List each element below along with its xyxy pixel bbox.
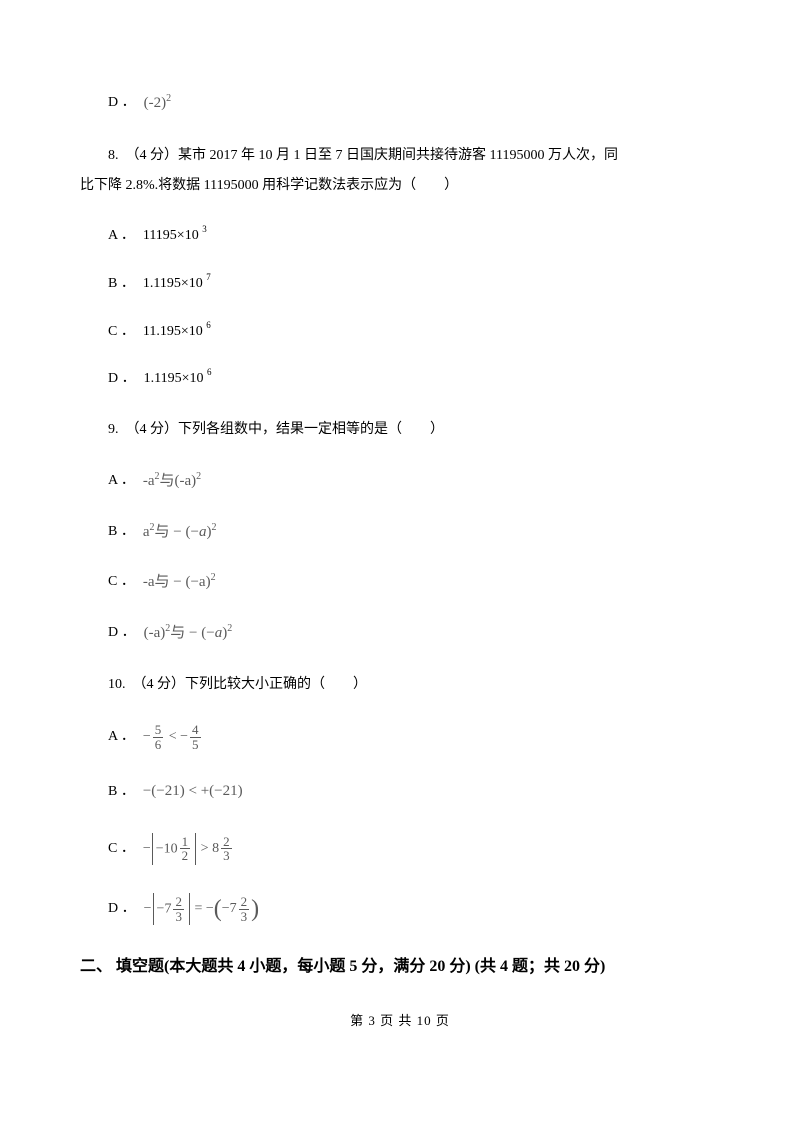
q-number: 9. [108,422,119,437]
question-8: 8. （4 分）某市 2017 年 10 月 1 日至 7 日国庆期间共接待游客… [80,141,720,203]
option-label: D ． [108,91,136,115]
math-expr: −−1012 > 823 [143,833,234,865]
q-points: （4 分） [126,148,179,163]
option-label: C ． [108,570,135,594]
option-label: D ． [108,621,136,645]
denominator: 6 [153,738,164,752]
section-2-heading: 二、 填空题(本大题共 4 小题，每小题 5 分，满分 20 分) (共 4 题… [80,953,720,980]
numerator: 2 [221,835,232,850]
q8-option-a: A ． 11195×10 3 [80,224,720,248]
q10-option-d: D ． −−723 = −(−723) [80,893,720,925]
q-number: 10. [108,677,126,692]
question-text: 9. （4 分）下列各组数中，结果一定相等的是（ ） [80,415,720,446]
question-text: 8. （4 分）某市 2017 年 10 月 1 日至 7 日国庆期间共接待游客… [80,141,720,172]
numerator: 1 [180,835,191,850]
math-expr: -a与 − (−a)2 [143,569,216,596]
section-label: 二、 [80,958,112,975]
question-9: 9. （4 分）下列各组数中，结果一定相等的是（ ） [80,415,720,446]
q-body: 下列比较大小正确的（ ） [185,677,367,692]
option-label: B ． [108,272,135,296]
exponent: 6 [206,320,211,330]
question-text-2: 比下降 2.8%.将数据 11195000 用科学记数法表示应为（ ） [80,171,720,202]
exponent: 7 [206,272,211,282]
option-label: D ． [108,897,136,921]
numerator: 5 [153,723,164,738]
option-label: D ． [108,367,136,391]
option-body: 1.1195×10 [143,276,203,291]
q-points: （4 分） [126,422,179,437]
option-text: 11195×10 3 [143,224,207,248]
q-body-1: 某市 2017 年 10 月 1 日至 7 日国庆期间共接待游客 1119500… [178,148,618,163]
q-points: （4 分） [133,677,186,692]
section-text: 填空题(本大题共 4 小题，每小题 5 分，满分 20 分) (共 4 题；共 … [116,958,605,975]
numerator: 4 [190,723,201,738]
denominator: 3 [173,910,184,924]
page-content: D ． (-2)2 8. （4 分）某市 2017 年 10 月 1 日至 7 … [0,0,800,1063]
option-label: C ． [108,320,135,344]
option-label: A ． [108,224,135,248]
option-label: B ． [108,780,135,804]
question-text: 10. （4 分）下列比较大小正确的（ ） [80,670,720,701]
whole: 8 [212,837,219,861]
numerator: 2 [173,895,184,910]
option-body: 1.1195×10 [144,371,204,386]
q-body: 下列各组数中，结果一定相等的是（ ） [178,422,444,437]
option-body: 11.195×10 [143,324,203,339]
q-number: 8. [108,148,119,163]
option-label: A ． [108,725,135,749]
denominator: 3 [239,910,250,924]
option-text: 1.1195×10 6 [144,367,212,391]
question-10: 10. （4 分）下列比较大小正确的（ ） [80,670,720,701]
math-expr: −(−21) < +(−21) [143,779,243,805]
option-label: B ． [108,520,135,544]
math-expr: (-a)2与 − (−a)2 [144,620,233,647]
q9-option-c: C ． -a与 − (−a)2 [80,569,720,596]
q8-option-c: C ． 11.195×10 6 [80,320,720,344]
math-expr: -a2与(-a)2 [143,468,201,495]
math-expr: −−723 = −(−723) [144,893,260,925]
q7-option-d: D ． (-2)2 [80,90,720,117]
page-footer: 第 3 页 共 10 页 [80,1010,720,1032]
denominator: 5 [190,738,201,752]
denominator: 2 [180,849,191,863]
exponent: 3 [202,224,207,234]
math-expr: (-2)2 [144,90,172,117]
q10-option-b: B ． −(−21) < +(−21) [80,779,720,805]
numerator: 2 [239,895,250,910]
whole: 10 [164,841,178,856]
math-expr: −56 < −45 [143,723,203,751]
option-body: 11195×10 [143,228,199,243]
q8-option-d: D ． 1.1195×10 6 [80,367,720,391]
option-label: A ． [108,469,135,493]
denominator: 3 [221,849,232,863]
q10-option-c: C ． −−1012 > 823 [80,833,720,865]
q10-option-a: A ． −56 < −45 [80,723,720,751]
math-expr: a2与 − (−a)2 [143,519,217,546]
exponent: 6 [207,367,212,377]
whole: 7 [230,897,237,921]
q9-option-b: B ． a2与 − (−a)2 [80,519,720,546]
option-label: C ． [108,837,135,861]
q8-option-b: B ． 1.1195×10 7 [80,272,720,296]
q9-option-d: D ． (-a)2与 − (−a)2 [80,620,720,647]
option-text: 11.195×10 6 [143,320,211,344]
option-text: 1.1195×10 7 [143,272,211,296]
q9-option-a: A ． -a2与(-a)2 [80,468,720,495]
whole: 7 [164,901,171,916]
